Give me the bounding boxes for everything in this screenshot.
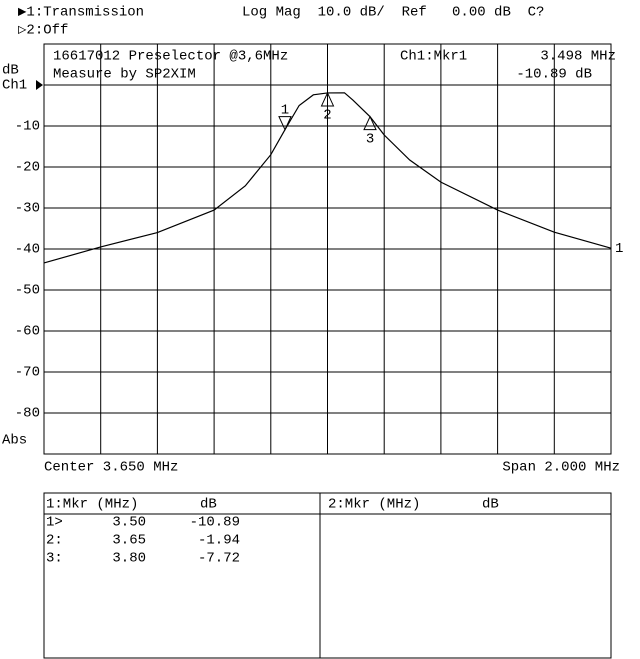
scale-note: Abs bbox=[2, 433, 27, 449]
title: 16617012 Preselector @3,6MHz bbox=[53, 49, 288, 65]
y-tick-label: -40 bbox=[15, 242, 40, 258]
marker bbox=[320, 91, 335, 107]
table-header: dB bbox=[200, 497, 217, 513]
marker bbox=[278, 116, 292, 131]
table-header: dB bbox=[482, 497, 499, 513]
y-tick-label: -20 bbox=[15, 160, 40, 176]
y-tick-label: -50 bbox=[15, 283, 40, 299]
channel1: ▶1:Transmission bbox=[18, 5, 144, 21]
table-cell: -1.94 bbox=[198, 533, 240, 549]
center: Center 3.650 MHz bbox=[44, 460, 178, 476]
y-tick-label: Ch1 bbox=[2, 78, 27, 94]
y-tick-label: -70 bbox=[15, 365, 40, 381]
table-cell: 3.65 bbox=[112, 533, 146, 549]
marker bbox=[363, 115, 377, 131]
marker-label: 3 bbox=[366, 131, 374, 147]
table-cell: 3.80 bbox=[112, 551, 146, 567]
subtitle: Measure by SP2XIM bbox=[53, 67, 196, 83]
table-header: 1:Mkr (MHz) bbox=[46, 497, 138, 513]
active-marker-freq: 3.498 MHz bbox=[540, 49, 616, 65]
y-tick-label: -60 bbox=[15, 324, 40, 340]
y-label: dB bbox=[2, 63, 19, 79]
span: Span 2.000 MHz bbox=[502, 460, 620, 476]
table-cell: -10.89 bbox=[190, 515, 240, 531]
format: Log Mag 10.0 dB/ Ref 0.00 dB C? bbox=[242, 5, 544, 21]
active-marker: Ch1:Mkr1 bbox=[400, 49, 467, 65]
table-frame bbox=[43, 492, 612, 659]
marker-label: 1 bbox=[281, 102, 289, 118]
table-cell: 1> bbox=[46, 515, 63, 531]
y-tick-label: -10 bbox=[15, 119, 40, 135]
y-tick-label: -80 bbox=[15, 406, 40, 422]
table-cell: -7.72 bbox=[198, 551, 240, 567]
table-cell: 2: bbox=[46, 533, 63, 549]
table-cell: 3: bbox=[46, 551, 63, 567]
table-cell: 3.50 bbox=[112, 515, 146, 531]
ref-arrow bbox=[36, 80, 43, 90]
trace-label: 1 bbox=[615, 241, 623, 257]
y-tick-label: -30 bbox=[15, 201, 40, 217]
table-header: 2:Mkr (MHz) bbox=[328, 497, 420, 513]
channel2: ▷2:Off bbox=[18, 23, 68, 39]
marker-label: 2 bbox=[323, 108, 331, 124]
